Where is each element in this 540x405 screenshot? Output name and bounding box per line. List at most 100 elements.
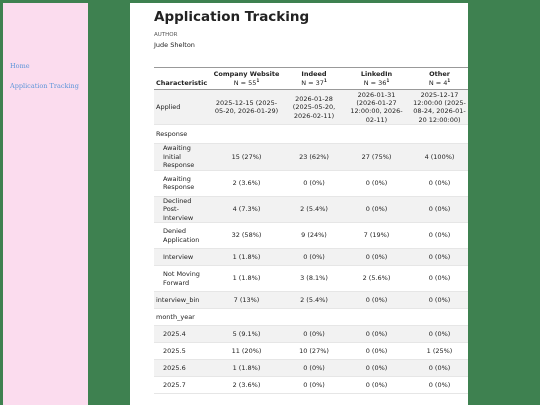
table-cell: 1 (1.8%) [210, 265, 283, 293]
table-cell: 1 (1.8%) [210, 248, 283, 267]
footnote-mark: 1 [447, 78, 451, 84]
header-label: Other [429, 70, 450, 78]
table-cell: 4 (7.3%) [210, 196, 283, 224]
table-cell: 0 (0%) [408, 222, 468, 250]
header-n: N = 37 [301, 79, 324, 88]
sidebar: Home Application Tracking [3, 3, 88, 405]
table-cell: 0 (0%) [283, 248, 345, 267]
footnote-mark: 1 [386, 78, 390, 84]
table-cell [210, 308, 283, 327]
header-other: Other N = 41 [408, 68, 468, 90]
table-cell: 0 (0%) [283, 325, 345, 344]
row-label: Applied [154, 89, 210, 126]
table-cell: 0 (0%) [345, 291, 408, 310]
table-cell: 32 (58%) [210, 222, 283, 250]
table-cell: 0 (0%) [345, 342, 408, 361]
row-label: interview_bin [154, 291, 210, 310]
table-cell: 2 (5.4%) [283, 196, 345, 224]
table-row: Response [154, 124, 468, 145]
table-cell: 0 (0%) [408, 248, 468, 267]
table-cell: 7 (19%) [345, 222, 408, 250]
table-cell [345, 308, 408, 327]
header-n: N = 36 [363, 79, 387, 88]
table-cell: 2 (5.4%) [283, 291, 345, 310]
table-cell: 2025-12-15 (2025-05-20, 2026-01-29) [210, 89, 283, 126]
row-label: Awaiting Initial Response [154, 143, 210, 171]
table-cell: 0 (0%) [283, 359, 345, 378]
table-cell: 3 (8.1%) [283, 265, 345, 293]
table-cell: 0 (0%) [345, 170, 408, 197]
table-row: Denied Application 32 (58%) 9 (24%) 7 (19%)… [154, 222, 468, 250]
table-cell: 2025-12-17 12:00:00 (2025-08-24, 2026-01… [408, 89, 468, 126]
header-label: Company Website [213, 70, 280, 78]
table-row: 2025.5 11 (20%) 10 (27%) 0 (0%) 1 (25%) [154, 342, 468, 361]
row-label: 2025.7 [154, 376, 210, 395]
table-cell: 0 (0%) [283, 170, 345, 197]
nav-link-home[interactable]: Home [10, 62, 30, 70]
header-n: N = 4 [428, 79, 448, 88]
table-cell: 9 (24%) [283, 222, 345, 250]
table-cell: 0 (0%) [345, 196, 408, 224]
table-row: 2025.6 1 (1.8%) 0 (0%) 0 (0%) 0 (0%) [154, 359, 468, 378]
table-cell: 0 (0%) [408, 170, 468, 197]
table-cell [283, 124, 345, 145]
table-cell: 0 (0%) [283, 376, 345, 395]
header-label: Indeed [301, 70, 327, 78]
table-cell: 27 (75%) [345, 143, 408, 171]
table-cell: 0 (0%) [408, 265, 468, 293]
table-row: Declined Post-Interview 4 (7.3%) 2 (5.4%) 0… [154, 196, 468, 224]
table-row: month_year [154, 308, 468, 327]
nav-link-application-tracking[interactable]: Application Tracking [10, 82, 79, 90]
table-row: interview_bin 7 (13%) 2 (5.4%) 0 (0%) 0 (0%) [154, 291, 468, 310]
table-cell: 11 (20%) [210, 342, 283, 361]
table-cell: 5 (9.1%) [210, 325, 283, 344]
header-characteristic: Characteristic [154, 68, 210, 90]
table-cell: 4 (100%) [408, 143, 468, 171]
table-cell [408, 124, 468, 145]
table-cell: 0 (0%) [345, 325, 408, 344]
row-label: Declined Post-Interview [154, 196, 210, 224]
table-cell: 0 (0%) [408, 325, 468, 344]
header-linkedin: LinkedIn N = 361 [345, 68, 408, 90]
author-name: Jude Shelton [154, 41, 195, 49]
table-cell: 7 (13%) [210, 291, 283, 310]
author-label: AUTHOR [154, 32, 178, 38]
table-row: Not Moving Forward 1 (1.8%) 3 (8.1%) 2 (5.6… [154, 265, 468, 293]
header-n: N = 55 [233, 79, 257, 88]
table-cell: 23 (62%) [283, 143, 345, 171]
row-label: Not Moving Forward [154, 265, 210, 293]
header-company-website: Company Website N = 551 [210, 68, 283, 90]
table-row: 2025.7 2 (3.6%) 0 (0%) 0 (0%) 0 (0%) [154, 376, 468, 395]
table-cell: 0 (0%) [345, 248, 408, 267]
footnote-mark: 1 [256, 78, 260, 84]
footnote-mark: 1 [323, 78, 327, 84]
report-page: Application Tracking AUTHOR Jude Shelton… [130, 3, 468, 405]
table-cell: 2 (3.6%) [210, 170, 283, 197]
table-cell [210, 124, 283, 145]
header-label: Characteristic [156, 79, 208, 88]
header-indeed: Indeed N = 371 [283, 68, 345, 90]
table-cell: 15 (27%) [210, 143, 283, 171]
table-cell: 0 (0%) [408, 291, 468, 310]
table-row: Awaiting Initial Response 15 (27%) 23 (62%… [154, 143, 468, 171]
summary-table: Characteristic Company Website N = 551 I… [154, 67, 468, 395]
table-cell: 1 (1.8%) [210, 359, 283, 378]
table-header-row: Characteristic Company Website N = 551 I… [154, 67, 468, 90]
table-cell: 1 (25%) [408, 342, 468, 361]
table-cell [408, 308, 468, 327]
table-cell: 2 (3.6%) [210, 376, 283, 395]
row-label: Interview [154, 248, 210, 267]
table-row: Interview 1 (1.8%) 0 (0%) 0 (0%) 0 (0%) [154, 248, 468, 267]
table-cell [283, 308, 345, 327]
page-title: Application Tracking [154, 9, 310, 25]
table-cell: 2 (5.6%) [345, 265, 408, 293]
table-cell: 0 (0%) [345, 376, 408, 395]
table-cell: 0 (0%) [345, 359, 408, 378]
table-cell: 2026-01-28 (2025-05-20, 2026-02-11) [283, 89, 345, 126]
table-cell: 0 (0%) [408, 359, 468, 378]
table-cell: 0 (0%) [408, 376, 468, 395]
header-label: LinkedIn [360, 70, 393, 78]
row-label: 2025.4 [154, 325, 210, 344]
row-label: Response [154, 124, 210, 145]
table-row: Awaiting Response 2 (3.6%) 0 (0%) 0 (0%) 0 (… [154, 170, 468, 197]
